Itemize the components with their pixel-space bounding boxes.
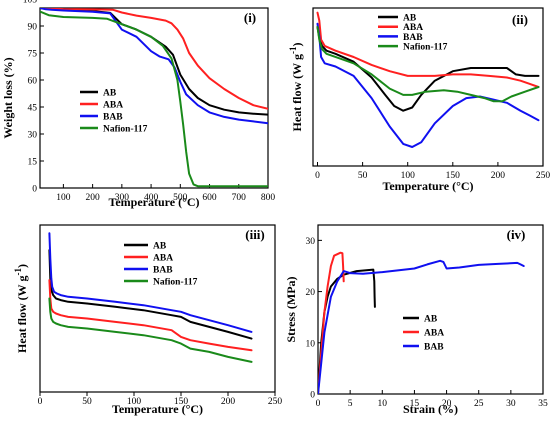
legend-label: Nafion-117 (403, 43, 448, 53)
chart-panel-2: 0 50 100 150 200 250 Temperature (°C) Heat flow… (288, 7, 550, 193)
y-axis-label: Weight loss (%) (1, 57, 15, 138)
x-tick-label: 700 (232, 193, 247, 203)
chart-panel-4: 0 5 10 15 20 25 30 35 0 10 20 30 Strain (%) Stress (M… (284, 224, 548, 416)
y-tick-label: 0 (310, 391, 315, 401)
x-tick-label: 15 (410, 399, 420, 409)
x-tick-label: 500 (173, 193, 188, 203)
x-tick-label: 200 (221, 397, 236, 407)
x-tick-label: 600 (202, 193, 217, 203)
x-tick-label: 0 (38, 397, 43, 407)
y-tick-label: 30 (28, 131, 38, 141)
chart-panel-3: 0 50 100 150 200 250 Temperature (°C) Heat flow… (13, 224, 283, 416)
y-tick-label: 20 (306, 288, 316, 298)
series-line-bab (40, 8, 268, 125)
plot-frame (312, 7, 544, 167)
x-tick-label: 800 (261, 193, 276, 203)
x-tick-label: 400 (144, 193, 159, 203)
legend-label: BAB (424, 343, 444, 353)
x-tick-label: 20 (442, 399, 452, 409)
series-line-ab (48, 249, 253, 340)
series-line-ab (316, 26, 540, 112)
x-tick-label: 0 (315, 171, 320, 181)
panel-label: (i) (244, 10, 256, 25)
legend-label: ABA (403, 23, 423, 33)
y-tick-label: 0 (32, 185, 37, 195)
series-line-nafion-117 (316, 26, 540, 103)
x-tick-label: 250 (536, 171, 550, 181)
y-tick-label: 75 (28, 50, 38, 60)
x-tick-label: 250 (268, 397, 283, 407)
series-line-nafion-117 (48, 297, 253, 363)
panel-label: (iv) (507, 227, 526, 242)
x-tick-label: 300 (115, 193, 130, 203)
legend-label: AB (153, 242, 167, 252)
x-axis-label: Strain (%) (403, 402, 458, 416)
x-tick-label: 0 (316, 399, 321, 409)
y-tick-label: 45 (28, 104, 38, 114)
x-tick-label: 100 (401, 171, 416, 181)
series-line-aba (316, 11, 540, 88)
panel-label: (ii) (512, 12, 528, 27)
y-axis-label: Heat flow (W g-1) (13, 264, 29, 353)
y-tick-label: 15 (28, 158, 38, 168)
x-tick-label: 30 (506, 399, 516, 409)
legend-label: BAB (103, 113, 123, 123)
series-line-bab (48, 232, 253, 333)
y-tick-label: 60 (28, 77, 38, 87)
x-tick-label: 35 (538, 399, 548, 409)
legend-label: Nafion-117 (153, 278, 198, 288)
x-tick-label: 150 (174, 397, 189, 407)
x-tick-label: 150 (446, 171, 461, 181)
x-tick-label: 50 (82, 397, 92, 407)
x-axis-label: Temperature (°C) (382, 179, 473, 193)
x-tick-label: 50 (358, 171, 368, 181)
y-axis-label: Heat flow (W g-1) (288, 43, 304, 132)
series-line-bab (318, 259, 525, 394)
legend-label: BAB (153, 266, 173, 276)
panel-label: (iii) (245, 227, 265, 242)
series-line-bab (316, 22, 540, 148)
y-tick-label: 30 (306, 237, 316, 247)
x-tick-label: 25 (474, 399, 484, 409)
series-line-aba (318, 251, 345, 394)
legend-label: BAB (403, 33, 423, 43)
y-tick-label: 90 (28, 23, 38, 33)
x-tick-label: 200 (85, 193, 100, 203)
x-tick-label: 10 (378, 399, 388, 409)
legend-label: AB (424, 315, 438, 325)
y-axis-label: Stress (MPa) (284, 276, 298, 342)
x-tick-label: 200 (491, 171, 506, 181)
chart-panel-1: 100 200 300 400 500 600 700 800 0 15 30 45 60 75 90 105… (1, 0, 275, 209)
series-line-aba (40, 8, 268, 110)
x-tick-label: 100 (56, 193, 71, 203)
series-line-nafion-117 (40, 10, 268, 188)
x-tick-label: 100 (127, 397, 142, 407)
legend-label: ABA (153, 254, 173, 264)
x-axis-label: Temperature (°C) (108, 195, 199, 209)
x-tick-label: 5 (348, 399, 353, 409)
series-line-aba (48, 279, 253, 352)
plot-frame (39, 224, 276, 393)
legend-label: ABA (424, 329, 444, 339)
y-tick-label: 10 (306, 339, 316, 349)
legend-label: Nafion-117 (103, 125, 148, 135)
legend-label: AB (103, 89, 117, 99)
series-line-ab (40, 8, 268, 116)
legend-label: AB (403, 14, 417, 24)
plot-frame (317, 224, 544, 395)
legend-label: ABA (103, 101, 123, 111)
plot-frame (39, 7, 269, 189)
x-axis-label: Temperature (°C) (112, 402, 203, 416)
y-tick-label: 105 (23, 0, 38, 6)
